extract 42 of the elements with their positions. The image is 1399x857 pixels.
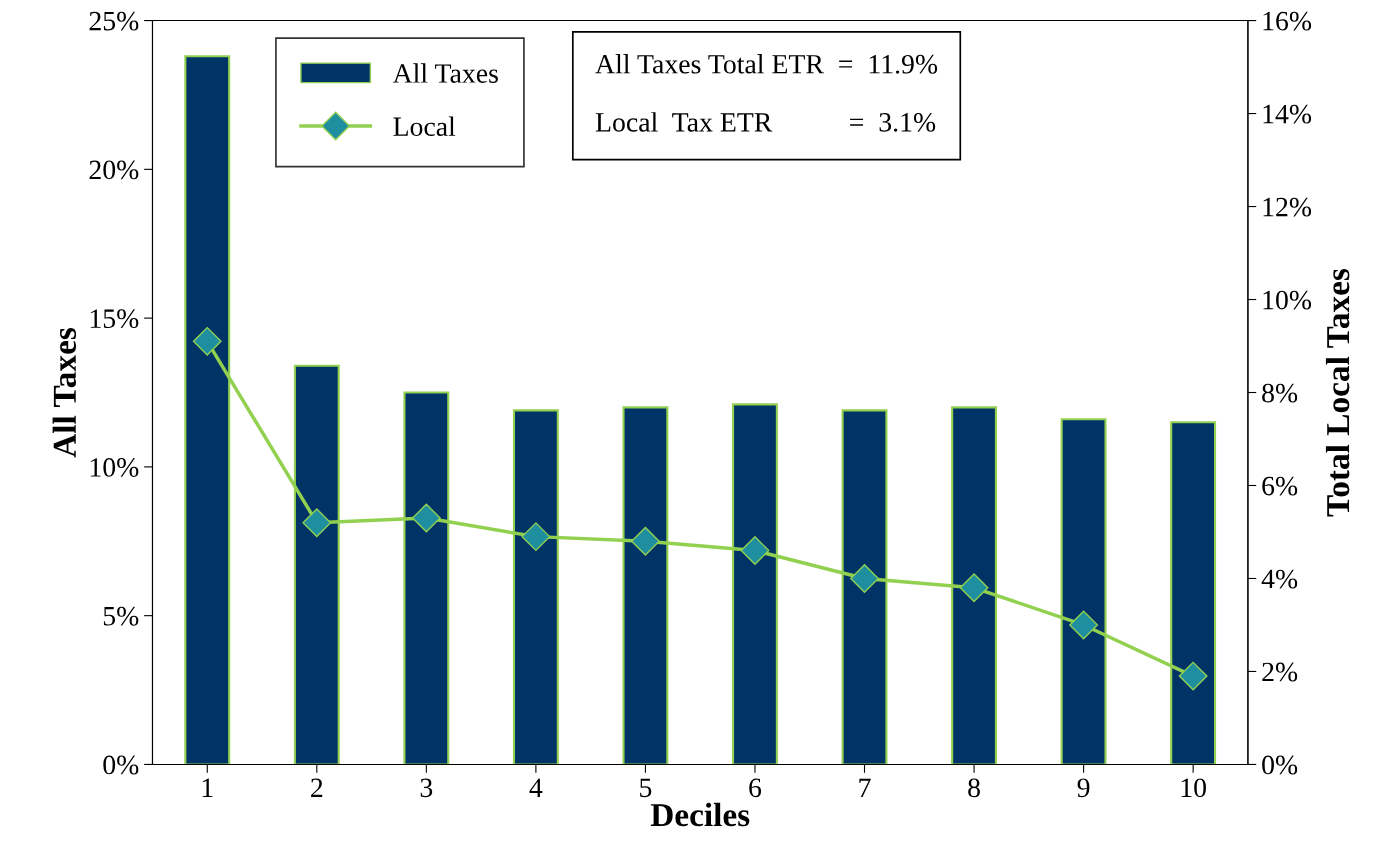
y2-tick-label: 6% xyxy=(1262,476,1298,496)
y2-tick-label: 12% xyxy=(1263,197,1312,217)
point xyxy=(959,573,989,603)
x-tick-label: 2 xyxy=(311,778,323,797)
point xyxy=(192,326,222,356)
point xyxy=(411,503,441,533)
x-tick-label: 9 xyxy=(1077,778,1090,798)
point xyxy=(302,508,332,538)
point xyxy=(1069,610,1099,640)
y2-tick-label: 2% xyxy=(1262,662,1298,682)
y2-tick-label: 14% xyxy=(1263,104,1312,124)
x-axis-title: Deciles xyxy=(650,802,750,827)
point xyxy=(850,564,879,593)
annotation: Local Tax ETR = 3.1% xyxy=(595,112,936,132)
x-tick-label: 5 xyxy=(640,778,652,798)
x-tick-label: 4 xyxy=(529,778,543,797)
point xyxy=(521,522,551,552)
y-axis-title: All Taxes xyxy=(52,328,77,458)
legend-label: Local xyxy=(393,116,456,137)
y-tick-label: 5% xyxy=(103,606,139,626)
point xyxy=(740,536,770,566)
point xyxy=(630,526,660,556)
annotation: All Taxes Total ETR = 11.9% xyxy=(595,54,938,74)
x-tick-label: 7 xyxy=(859,778,871,797)
y-tick-label: 0% xyxy=(103,755,139,775)
y-tick-label: 15% xyxy=(90,309,139,329)
y2-tick-label: 4% xyxy=(1261,569,1298,589)
y2-tick-label: 16% xyxy=(1263,11,1312,31)
y2-axis-title: Total Local Taxes xyxy=(1325,268,1350,517)
x-tick-label: 3 xyxy=(420,778,433,798)
y2-tick-label: 0% xyxy=(1262,755,1298,775)
y2-tick-label: 10% xyxy=(1263,290,1312,310)
x-tick-label: 10 xyxy=(1181,778,1206,798)
y2-tick-label: 8% xyxy=(1262,383,1298,403)
point xyxy=(1178,661,1208,691)
x-tick-label: 8 xyxy=(968,778,980,798)
y-tick-label: 20% xyxy=(89,160,139,180)
y-tick-label: 25% xyxy=(89,11,139,31)
x-tick-label: 1 xyxy=(202,778,213,797)
y-tick-label: 10% xyxy=(90,458,139,477)
x-tick-label: 6 xyxy=(749,778,762,798)
legend-label: All Taxes xyxy=(392,63,498,83)
